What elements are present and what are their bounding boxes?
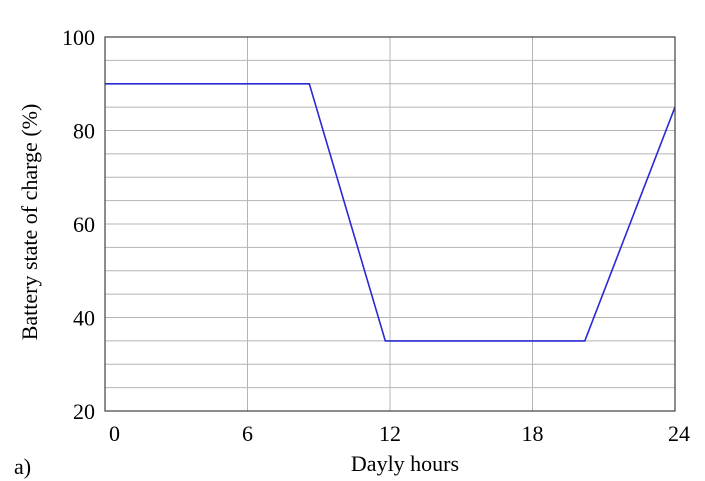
- y-tick-label: 60: [73, 212, 95, 237]
- y-tick-label: 40: [73, 306, 95, 331]
- y-tick-label: 80: [73, 119, 95, 144]
- series-layer: [105, 83, 676, 342]
- plot-frame: [104, 36, 676, 412]
- x-tick-label: 12: [379, 421, 401, 446]
- x-tick-label: 18: [522, 421, 544, 446]
- tick-labels: 20 40 60 80 100 0 6 12 18 24: [62, 25, 690, 446]
- y-tick-label: 100: [62, 25, 95, 50]
- panel-label: a): [14, 454, 31, 479]
- x-tick-label: 24: [668, 421, 690, 446]
- y-tick-label: 20: [73, 399, 95, 424]
- grid: [104, 36, 676, 412]
- y-axis-label: Battery state of charge (%): [17, 104, 42, 341]
- x-axis-label: Dayly hours: [351, 451, 459, 476]
- series-line: [105, 83, 676, 342]
- x-tick-label: 0: [109, 421, 120, 446]
- x-tick-label: 6: [242, 421, 253, 446]
